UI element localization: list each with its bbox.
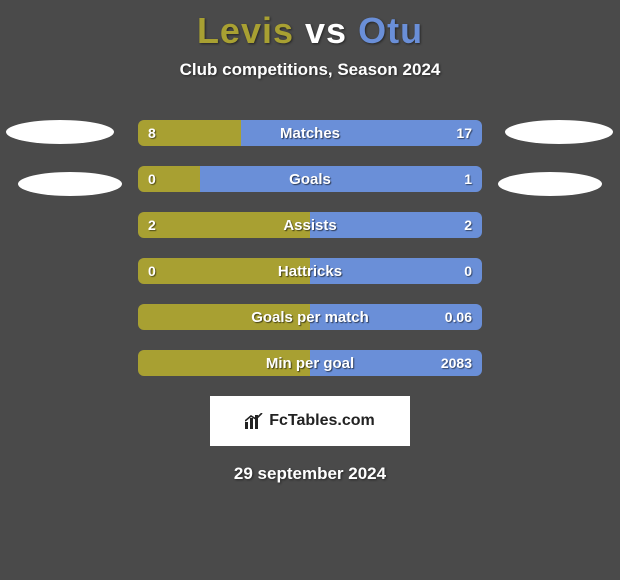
chart-icon [245,413,263,429]
player1-name: Levis [197,10,294,51]
stat-row: 0.06Goals per match [138,304,482,330]
brand-text: FcTables.com [269,412,375,430]
decorative-ellipse [18,172,122,196]
vs-label: vs [305,10,347,51]
stat-row: 817Matches [138,120,482,146]
stat-label: Hattricks [138,258,482,284]
player2-name: Otu [358,10,423,51]
stat-row: 2083Min per goal [138,350,482,376]
stat-row: 22Assists [138,212,482,238]
stat-label: Matches [138,120,482,146]
stat-label: Min per goal [138,350,482,376]
date-label: 29 september 2024 [0,464,620,484]
brand-box: FcTables.com [210,396,410,446]
stat-row: 01Goals [138,166,482,192]
decorative-ellipse [6,120,114,144]
stat-row: 00Hattricks [138,258,482,284]
stat-label: Assists [138,212,482,238]
decorative-ellipse [498,172,602,196]
subtitle: Club competitions, Season 2024 [0,60,620,80]
stats-chart: 817Matches 01Goals 22Assists 00Hattricks 0.0… [0,120,620,376]
stat-label: Goals per match [138,304,482,330]
decorative-ellipse [505,120,613,144]
page-title: Levis vs Otu [0,0,620,52]
stat-label: Goals [138,166,482,192]
